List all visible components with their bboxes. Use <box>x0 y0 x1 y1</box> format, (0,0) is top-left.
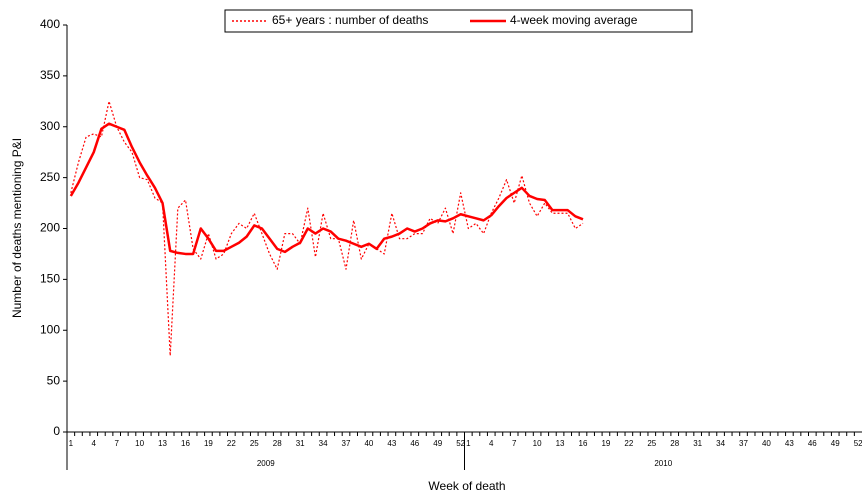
x-tick-label: 49 <box>433 439 442 448</box>
x-tick-label: 46 <box>410 439 419 448</box>
x-tick-label: 19 <box>601 439 610 448</box>
legend-label: 65+ years : number of deaths <box>272 13 428 27</box>
y-tick-label: 350 <box>40 68 60 82</box>
y-axis-label: Number of deaths mentioning P&I <box>10 138 24 318</box>
x-tick-label: 28 <box>670 439 679 448</box>
x-tick-label: 22 <box>624 439 633 448</box>
x-group-label: 2010 <box>654 459 672 468</box>
y-tick-label: 100 <box>40 322 60 336</box>
y-tick-label: 150 <box>40 272 60 286</box>
x-tick-label: 1 <box>69 439 74 448</box>
series-line <box>70 100 584 357</box>
x-tick-label: 43 <box>387 439 396 448</box>
y-tick-label: 250 <box>40 170 60 184</box>
x-tick-label: 4 <box>92 439 97 448</box>
x-tick-label: 37 <box>739 439 748 448</box>
x-tick-label: 43 <box>785 439 794 448</box>
x-tick-label: 1 <box>466 439 471 448</box>
x-tick-label: 34 <box>319 439 328 448</box>
x-tick-label: 4 <box>489 439 494 448</box>
series-line <box>69 122 584 256</box>
x-tick-label: 40 <box>364 439 373 448</box>
x-tick-label: 22 <box>227 439 236 448</box>
x-tick-label: 13 <box>556 439 565 448</box>
y-tick-label: 0 <box>53 424 60 438</box>
x-tick-label: 52 <box>456 439 465 448</box>
x-tick-label: 16 <box>579 439 588 448</box>
x-tick-label: 37 <box>342 439 351 448</box>
x-tick-label: 7 <box>512 439 517 448</box>
x-tick-label: 31 <box>693 439 702 448</box>
x-tick-label: 10 <box>135 439 144 448</box>
x-tick-label: 34 <box>716 439 725 448</box>
legend-box <box>224 9 693 33</box>
x-tick-label: 7 <box>114 439 119 448</box>
x-tick-label: 31 <box>296 439 305 448</box>
x-axis-label: Week of death <box>428 479 505 493</box>
y-tick-label: 300 <box>40 119 60 133</box>
y-tick-label: 50 <box>47 373 61 387</box>
x-tick-label: 28 <box>273 439 282 448</box>
x-tick-label: 16 <box>181 439 190 448</box>
y-tick-label: 200 <box>40 221 60 235</box>
legend-label: 4-week moving average <box>510 13 638 27</box>
x-tick-label: 13 <box>158 439 167 448</box>
x-group-label: 2009 <box>257 459 275 468</box>
x-tick-label: 52 <box>854 439 862 448</box>
x-tick-label: 25 <box>647 439 656 448</box>
x-tick-label: 46 <box>808 439 817 448</box>
x-tick-label: 40 <box>762 439 771 448</box>
x-tick-label: 25 <box>250 439 259 448</box>
y-tick-label: 400 <box>40 17 60 31</box>
x-tick-label: 10 <box>533 439 542 448</box>
x-tick-label: 19 <box>204 439 213 448</box>
x-tick-label: 49 <box>831 439 840 448</box>
